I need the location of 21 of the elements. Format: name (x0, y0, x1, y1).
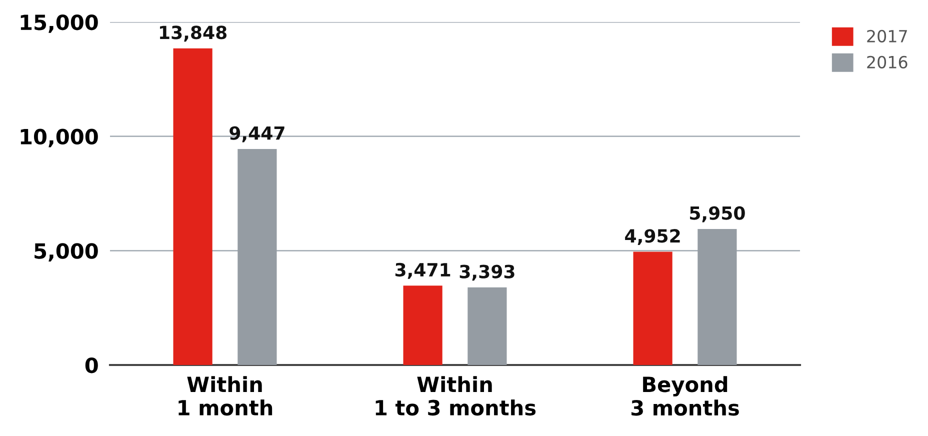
bar (468, 287, 507, 365)
bar (698, 228, 737, 365)
x-tick-label: Within 1 month (178, 376, 272, 416)
legend-label: 2016 (867, 56, 908, 68)
y-tick-label: 5,000 (34, 243, 98, 262)
x-tick-label: Within 1 to 3 months (376, 376, 536, 416)
data-label: 3,393 (460, 264, 514, 281)
y-tick-label: 15,000 (20, 14, 98, 33)
data-label: 13,848 (160, 26, 227, 42)
legend-label: 2017 (867, 30, 907, 42)
y-tick-label: 0 (85, 357, 98, 374)
bar (238, 148, 277, 365)
bar (633, 252, 672, 365)
y-tick-label: 10,000 (20, 128, 98, 148)
bar (173, 48, 212, 365)
data-label: 4,952 (625, 229, 680, 246)
data-label: 3,471 (395, 262, 450, 279)
data-label: 9,447 (230, 126, 284, 142)
data-label: 5,950 (690, 206, 745, 222)
bar (403, 286, 442, 365)
x-tick-label: Beyond 3 months (632, 376, 739, 416)
